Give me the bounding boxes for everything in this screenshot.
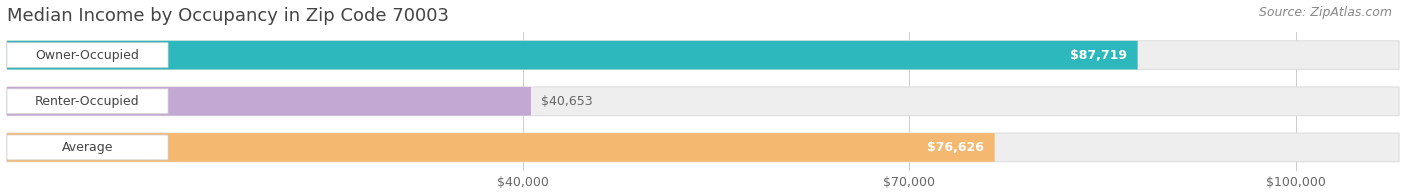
FancyBboxPatch shape (7, 135, 169, 160)
Text: Average: Average (62, 141, 114, 154)
FancyBboxPatch shape (7, 43, 169, 68)
FancyBboxPatch shape (7, 89, 169, 114)
Text: $76,626: $76,626 (928, 141, 984, 154)
FancyBboxPatch shape (7, 87, 531, 116)
FancyBboxPatch shape (7, 133, 994, 162)
FancyBboxPatch shape (7, 41, 1137, 69)
FancyBboxPatch shape (7, 133, 1399, 162)
Text: Renter-Occupied: Renter-Occupied (35, 95, 139, 108)
FancyBboxPatch shape (7, 41, 1399, 69)
Text: $40,653: $40,653 (541, 95, 593, 108)
Text: Owner-Occupied: Owner-Occupied (35, 49, 139, 62)
FancyBboxPatch shape (7, 87, 1399, 116)
Text: $87,719: $87,719 (1070, 49, 1128, 62)
Text: Median Income by Occupancy in Zip Code 70003: Median Income by Occupancy in Zip Code 7… (7, 7, 449, 25)
Text: Source: ZipAtlas.com: Source: ZipAtlas.com (1258, 6, 1392, 19)
